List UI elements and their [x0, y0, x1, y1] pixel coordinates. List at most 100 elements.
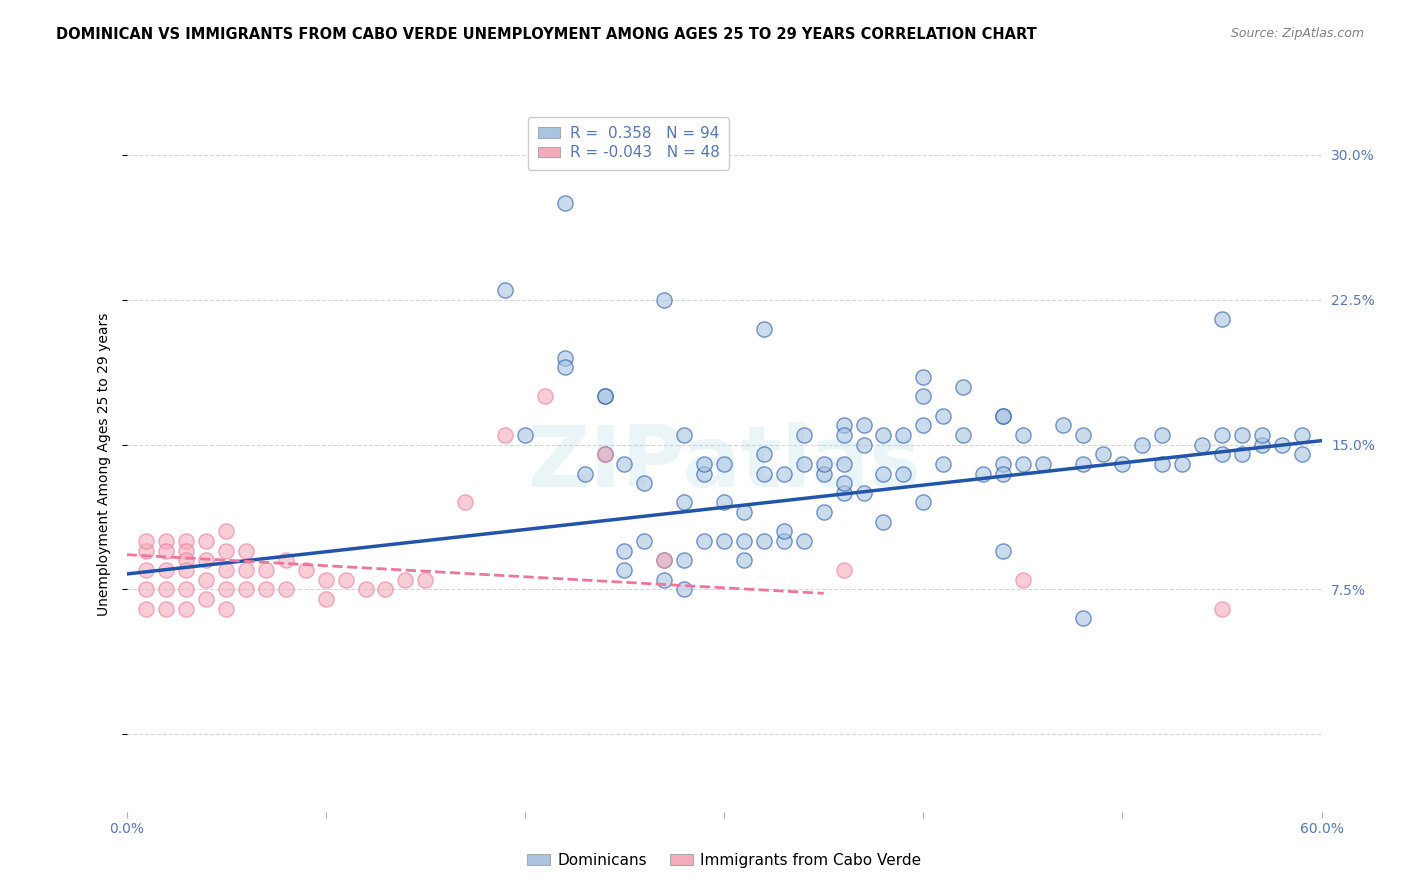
- Point: [593, 389, 616, 403]
- Point: [174, 534, 197, 549]
- Point: [1111, 457, 1133, 471]
- Point: [652, 573, 675, 587]
- Point: [793, 457, 815, 471]
- Point: [1032, 457, 1054, 471]
- Point: [1211, 447, 1233, 461]
- Point: [752, 447, 775, 461]
- Point: [215, 602, 238, 616]
- Point: [891, 467, 914, 481]
- Point: [1271, 437, 1294, 451]
- Point: [1152, 457, 1174, 471]
- Point: [315, 592, 337, 607]
- Point: [1291, 447, 1313, 461]
- Point: [1071, 457, 1094, 471]
- Point: [593, 447, 616, 461]
- Point: [593, 447, 616, 461]
- Text: ZIPatlas: ZIPatlas: [527, 422, 921, 506]
- Point: [235, 544, 257, 558]
- Point: [832, 418, 855, 433]
- Point: [793, 428, 815, 442]
- Point: [315, 573, 337, 587]
- Point: [554, 360, 576, 375]
- Point: [554, 351, 576, 365]
- Point: [952, 428, 974, 442]
- Point: [713, 534, 735, 549]
- Point: [652, 293, 675, 307]
- Point: [912, 495, 935, 509]
- Point: [195, 573, 218, 587]
- Point: [652, 553, 675, 567]
- Point: [513, 428, 536, 442]
- Point: [673, 495, 696, 509]
- Point: [832, 428, 855, 442]
- Point: [872, 467, 894, 481]
- Point: [1152, 428, 1174, 442]
- Point: [454, 495, 477, 509]
- Point: [752, 534, 775, 549]
- Point: [274, 582, 297, 597]
- Point: [733, 534, 755, 549]
- Point: [215, 544, 238, 558]
- Point: [155, 544, 177, 558]
- Point: [554, 196, 576, 211]
- Point: [413, 573, 436, 587]
- Point: [1130, 437, 1153, 451]
- Point: [394, 573, 416, 587]
- Point: [813, 505, 835, 519]
- Point: [991, 409, 1014, 423]
- Point: [752, 467, 775, 481]
- Point: [155, 602, 177, 616]
- Point: [832, 457, 855, 471]
- Point: [1230, 428, 1253, 442]
- Point: [673, 428, 696, 442]
- Point: [693, 467, 716, 481]
- Point: [932, 409, 955, 423]
- Point: [912, 370, 935, 384]
- Point: [613, 544, 636, 558]
- Point: [891, 428, 914, 442]
- Point: [155, 582, 177, 597]
- Point: [952, 379, 974, 393]
- Point: [135, 582, 157, 597]
- Point: [1230, 447, 1253, 461]
- Point: [1171, 457, 1194, 471]
- Point: [912, 389, 935, 403]
- Point: [752, 321, 775, 335]
- Point: [174, 582, 197, 597]
- Point: [174, 563, 197, 577]
- Point: [872, 515, 894, 529]
- Point: [174, 553, 197, 567]
- Point: [733, 505, 755, 519]
- Point: [852, 437, 875, 451]
- Point: [832, 476, 855, 491]
- Point: [652, 553, 675, 567]
- Point: [852, 485, 875, 500]
- Point: [972, 467, 994, 481]
- Point: [693, 457, 716, 471]
- Point: [254, 582, 277, 597]
- Point: [1291, 428, 1313, 442]
- Point: [374, 582, 396, 597]
- Point: [633, 476, 655, 491]
- Point: [673, 553, 696, 567]
- Point: [991, 409, 1014, 423]
- Point: [733, 553, 755, 567]
- Point: [155, 534, 177, 549]
- Point: [215, 563, 238, 577]
- Point: [174, 544, 197, 558]
- Point: [912, 418, 935, 433]
- Point: [354, 582, 377, 597]
- Point: [135, 544, 157, 558]
- Point: [991, 544, 1014, 558]
- Point: [195, 534, 218, 549]
- Point: [1052, 418, 1074, 433]
- Point: [991, 467, 1014, 481]
- Point: [613, 457, 636, 471]
- Point: [613, 563, 636, 577]
- Point: [294, 563, 316, 577]
- Point: [215, 524, 238, 539]
- Point: [773, 534, 796, 549]
- Point: [1011, 428, 1033, 442]
- Point: [713, 495, 735, 509]
- Text: Source: ZipAtlas.com: Source: ZipAtlas.com: [1230, 27, 1364, 40]
